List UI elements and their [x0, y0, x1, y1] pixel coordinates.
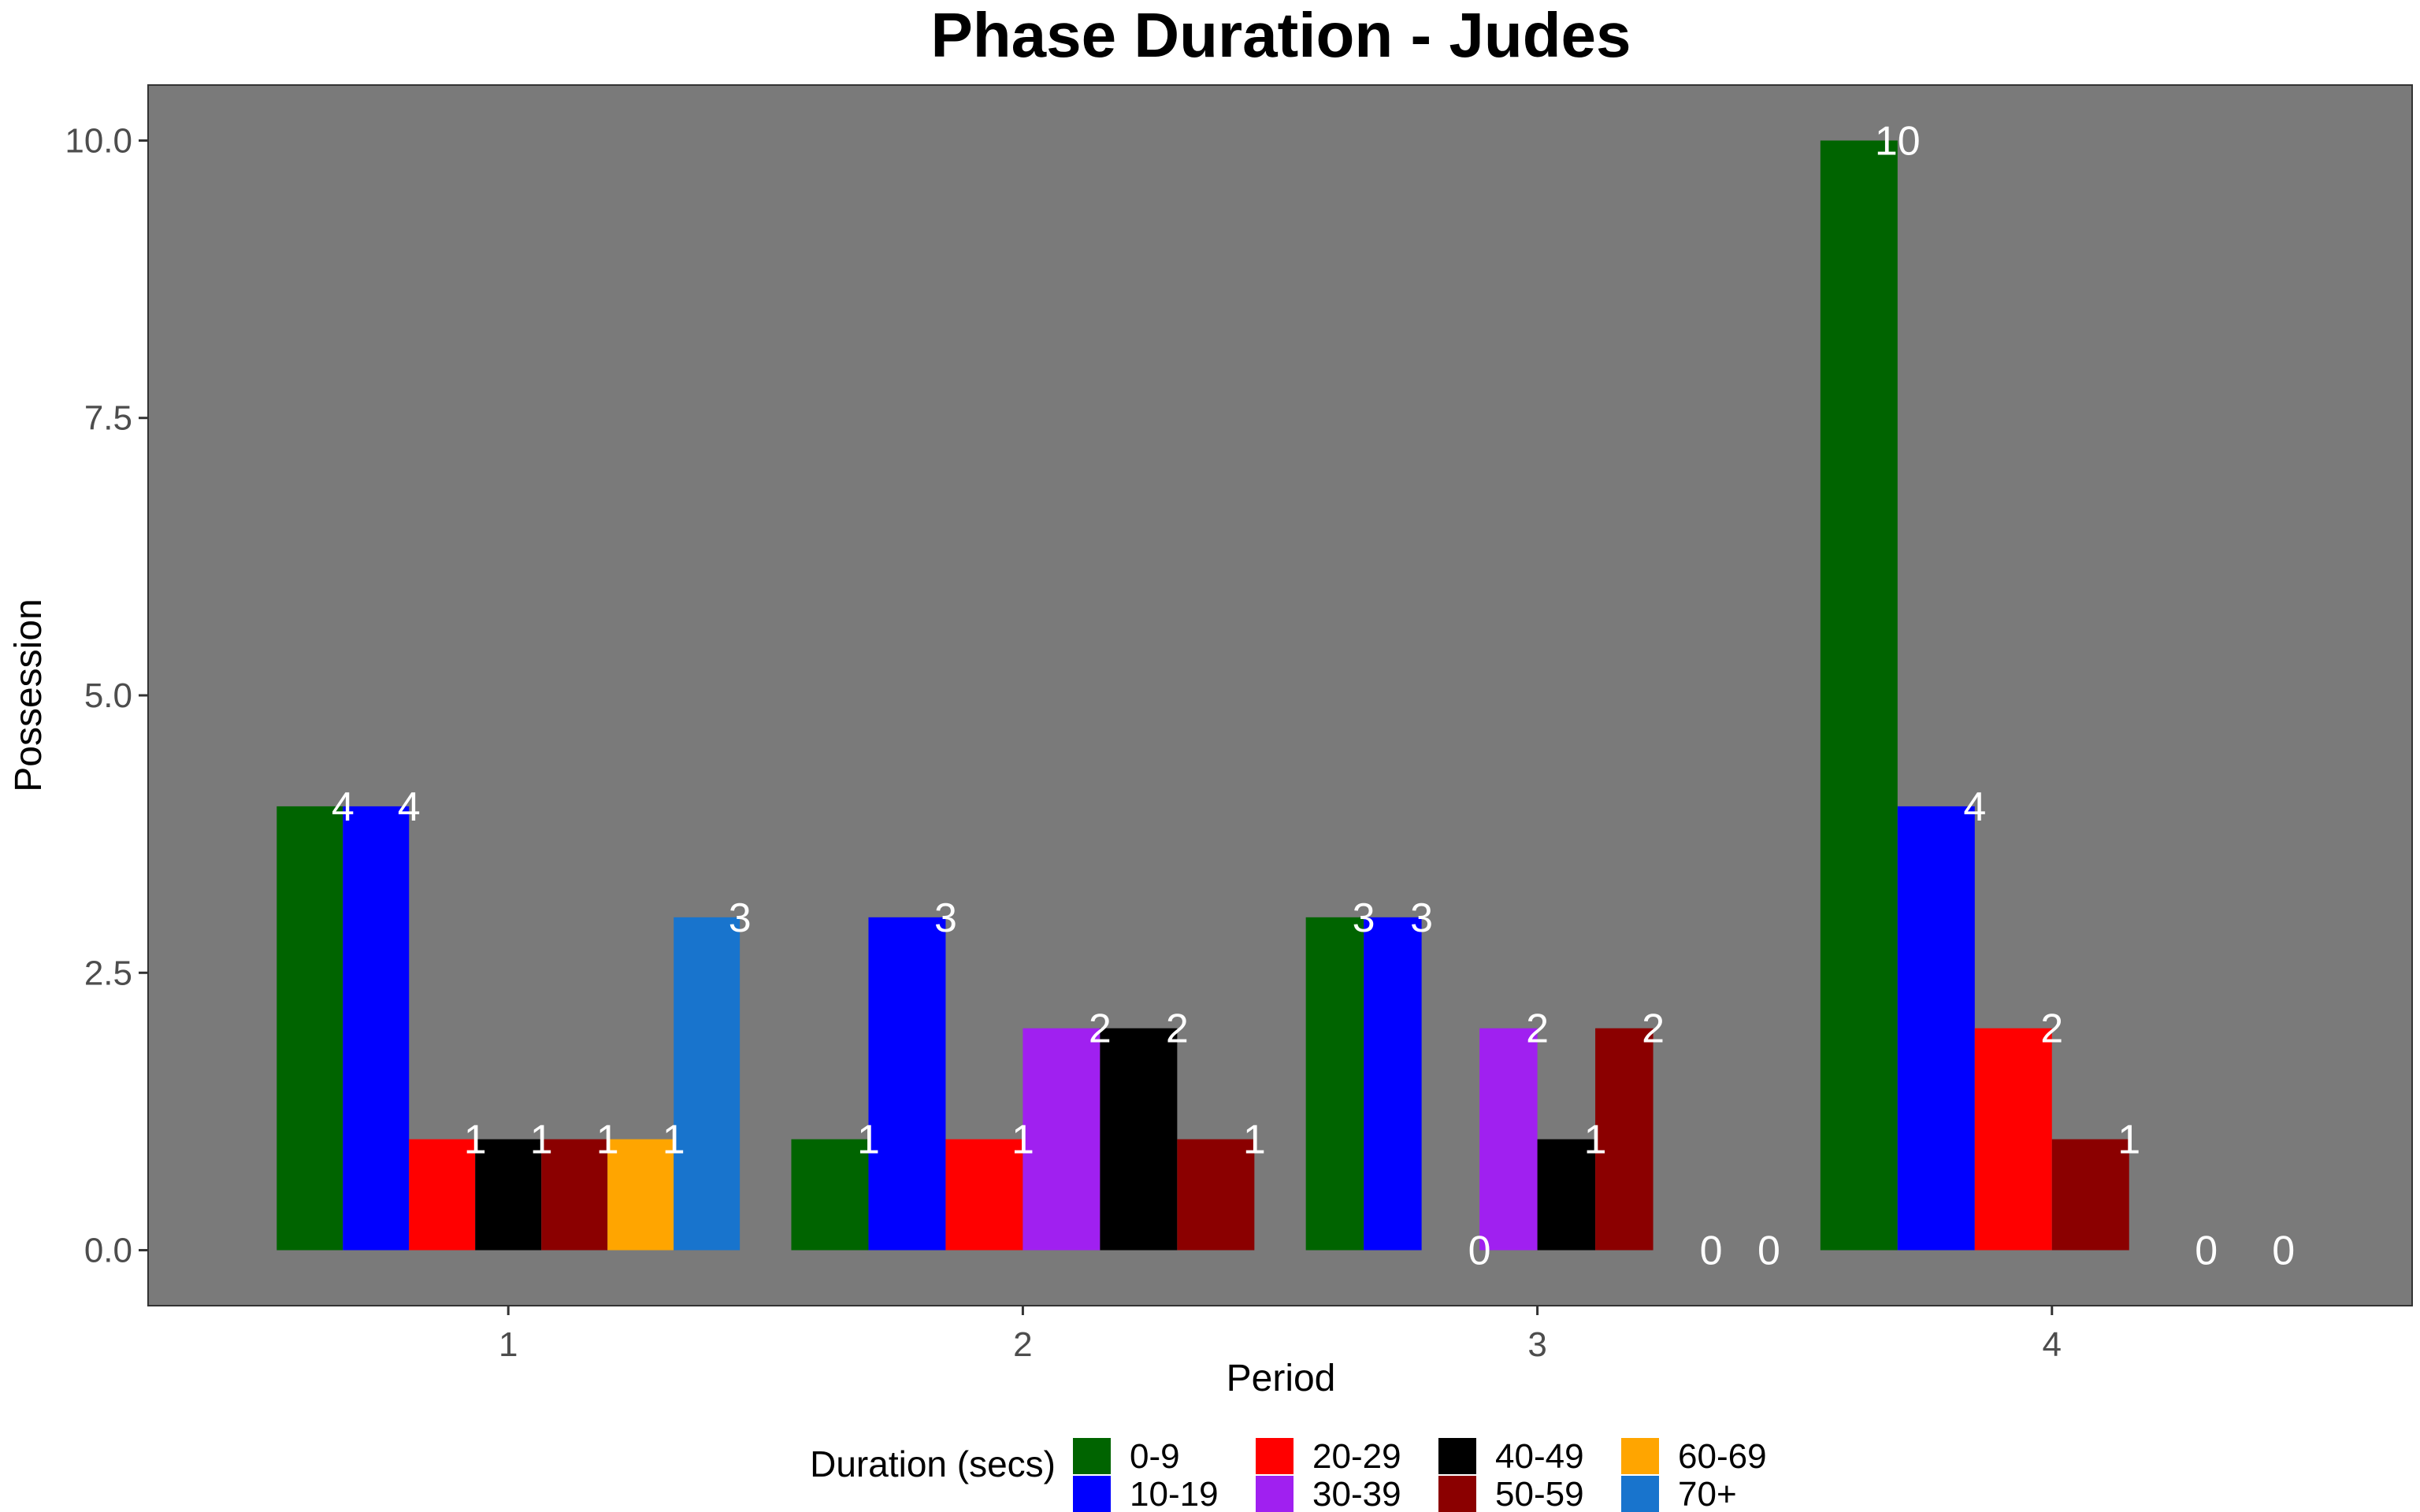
- x-tick-label: 4: [2043, 1325, 2062, 1364]
- legend-key: [1438, 1438, 1476, 1474]
- bar-data-label: 2: [1166, 1006, 1189, 1052]
- bar: [2051, 1139, 2129, 1251]
- x-axis: 1 2 3 4: [499, 1306, 2062, 1364]
- legend-key: [1256, 1438, 1294, 1474]
- bar-data-label: 4: [1963, 784, 1986, 830]
- bar: [945, 1139, 1023, 1251]
- bar: [541, 1139, 608, 1251]
- bar-data-label: 3: [934, 895, 957, 941]
- x-tick-label: 1: [499, 1325, 518, 1364]
- bar: [1974, 1028, 2052, 1251]
- bar: [868, 917, 946, 1251]
- chart-title: Phase Duration - Judes: [930, 0, 1631, 70]
- bar: [1100, 1028, 1178, 1251]
- bar-data-label: 2: [2040, 1006, 2063, 1052]
- legend-label: 10-19: [1130, 1475, 1219, 1512]
- y-tick-label: 10.0: [65, 121, 132, 160]
- legend-title: Duration (secs): [810, 1443, 1056, 1484]
- x-axis-title: Period: [1227, 1358, 1336, 1399]
- bar: [475, 1139, 542, 1251]
- bar-data-label: 1: [1011, 1117, 1034, 1163]
- bar: [607, 1139, 674, 1251]
- bars-layer: [277, 140, 2129, 1251]
- bar: [1820, 140, 1898, 1251]
- bar: [409, 1139, 476, 1251]
- bar-data-label: 3: [1353, 895, 1375, 941]
- legend-key: [1256, 1476, 1294, 1512]
- bar: [1023, 1028, 1101, 1251]
- y-tick-label: 7.5: [84, 399, 132, 438]
- bar-data-label: 2: [1089, 1006, 1112, 1052]
- bar-data-label: 1: [2118, 1117, 2140, 1163]
- bar-data-label: 0: [1757, 1228, 1780, 1274]
- legend-label: 40-49: [1495, 1437, 1584, 1476]
- bar: [1364, 917, 1422, 1251]
- bar-data-label: 1: [857, 1117, 880, 1163]
- legend-key: [1073, 1438, 1111, 1474]
- bar-data-label: 0: [2272, 1228, 2295, 1274]
- plot-panel: [147, 84, 2413, 1306]
- bar-data-label: 4: [398, 784, 421, 830]
- bar: [1897, 806, 1975, 1251]
- bar-data-label: 10: [1875, 118, 1921, 164]
- legend-label: 50-59: [1495, 1475, 1584, 1512]
- bar-data-label: 1: [663, 1117, 685, 1163]
- y-tick-label: 0.0: [84, 1232, 132, 1270]
- bar-data-label: 2: [1642, 1006, 1665, 1052]
- y-axis: 0.0 2.5 5.0 7.5 10.0: [65, 121, 148, 1270]
- bar-data-label: 3: [1410, 895, 1433, 941]
- y-tick-label: 2.5: [84, 954, 132, 992]
- legend-key: [1621, 1438, 1659, 1474]
- bar-data-label: 3: [729, 895, 752, 941]
- y-tick-label: 5.0: [84, 676, 132, 715]
- bar: [1305, 917, 1364, 1251]
- x-tick-label: 2: [1013, 1325, 1032, 1364]
- legend-label: 20-29: [1312, 1437, 1401, 1476]
- bar-data-label: 1: [596, 1117, 619, 1163]
- bar-data-label: 0: [2195, 1228, 2218, 1274]
- legend-key: [1073, 1476, 1111, 1512]
- bar-data-label: 2: [1526, 1006, 1549, 1052]
- legend-key: [1438, 1476, 1476, 1512]
- legend-label: 0-9: [1130, 1437, 1180, 1476]
- bar-data-label: 0: [1700, 1228, 1723, 1274]
- legend-key: [1621, 1476, 1659, 1512]
- bar: [1595, 1028, 1654, 1251]
- bar: [1537, 1139, 1596, 1251]
- x-tick-label: 3: [1527, 1325, 1546, 1364]
- bar-data-label: 1: [1243, 1117, 1266, 1163]
- legend-label: 70+: [1678, 1475, 1737, 1512]
- bar-data-label: 0: [1468, 1228, 1491, 1274]
- bar-data-label: 1: [1584, 1117, 1607, 1163]
- bar: [1479, 1028, 1538, 1251]
- bar-data-label: 1: [464, 1117, 487, 1163]
- bar: [343, 806, 410, 1251]
- bar: [674, 917, 740, 1251]
- legend-label: 30-39: [1312, 1475, 1401, 1512]
- bar-data-label: 1: [530, 1117, 553, 1163]
- bar: [791, 1139, 869, 1251]
- legend-label: 60-69: [1678, 1437, 1767, 1476]
- bar: [1177, 1139, 1255, 1251]
- bar: [277, 806, 343, 1251]
- y-axis-title: Possession: [8, 598, 50, 791]
- bar-data-label: 4: [332, 784, 354, 830]
